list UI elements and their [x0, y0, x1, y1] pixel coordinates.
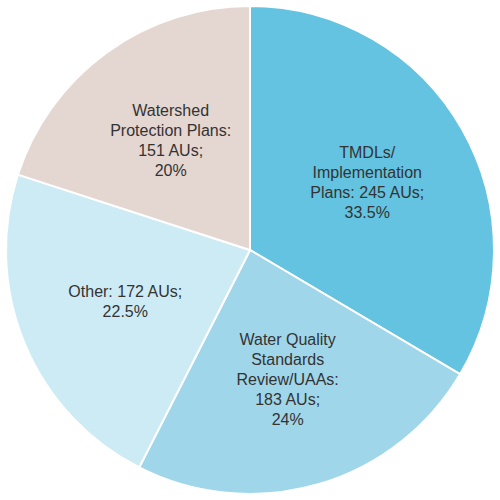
count-label: 151 AUs; — [138, 142, 203, 159]
slice-label-line: Watershed — [132, 102, 213, 119]
slice-label-line: Water Quality — [239, 331, 340, 348]
count-label: 183 AUs; — [255, 391, 320, 408]
data-label: 22.5% — [103, 303, 148, 320]
count-label: 245 AUs; — [359, 184, 424, 201]
slice-label-line: Standards — [251, 351, 328, 368]
data-label: 24% — [272, 411, 304, 428]
slice-label-line: Implementation — [313, 164, 427, 181]
pie — [6, 6, 494, 494]
count-label: 172 AUs; — [117, 283, 182, 300]
slice-label: Watershed Protection Plans: — [110, 102, 231, 139]
slice-label: Other: — [68, 283, 112, 300]
slice-label-line: Plans: — [310, 184, 354, 201]
chart: TMDLs/ Implementation Plans:245 AUs;33.5… — [0, 0, 500, 500]
data-label: 33.5% — [345, 204, 390, 221]
slice-label-line: TMDLs/ — [339, 144, 399, 161]
slice-label: Water Quality Standards Review/UAAs: — [237, 331, 341, 388]
labels: TMDLs/ Implementation Plans:245 AUs;33.5… — [68, 102, 426, 428]
data-label: 20% — [155, 162, 187, 179]
slice-label-line: Other: — [68, 283, 112, 300]
slice-label: TMDLs/ Implementation Plans: — [310, 144, 426, 201]
pie-slice — [18, 6, 250, 250]
slice-label-line: Protection Plans: — [110, 122, 231, 139]
slice-label-line: Review/UAAs: — [237, 371, 339, 388]
